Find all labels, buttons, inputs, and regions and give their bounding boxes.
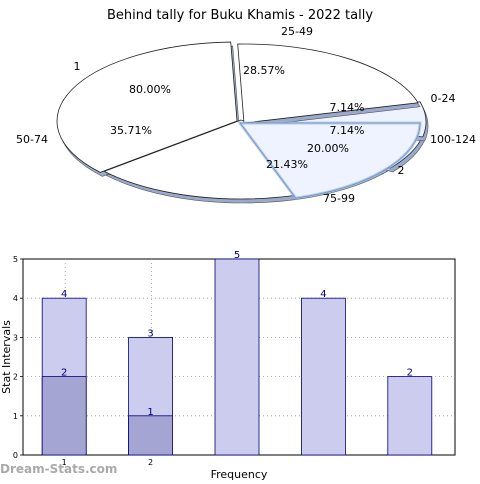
pie-pct-label: 7.14% <box>330 124 365 137</box>
bar-value-label: 2 <box>407 368 413 379</box>
bar-value-label: 5 <box>234 250 240 261</box>
pie-pct-label: 7.14% <box>330 101 365 114</box>
bar <box>387 376 433 456</box>
bar-y-tick-label: 5 <box>13 255 18 264</box>
pie-slice <box>237 43 419 124</box>
bar-y-axis-label: Stat Intervals <box>0 320 13 394</box>
pie-title: Behind tally for Buku Khamis - 2022 tall… <box>107 8 373 23</box>
pie-pct-label: 35.71% <box>110 124 152 137</box>
bar-value-label: 3 <box>147 328 153 339</box>
bar-overlay <box>41 376 87 456</box>
bar-overlay <box>128 415 174 456</box>
pie-inner-slice-edge <box>237 121 422 200</box>
pie-category-label: 25-49 <box>281 25 313 38</box>
pie-ring-label: 1 <box>74 60 81 73</box>
pie-category-label: 50-74 <box>16 133 48 146</box>
bar-y-tick-label: 2 <box>13 373 18 382</box>
bar-y-tick-label: 0 <box>13 451 18 460</box>
bar-x-tick-label: 1 <box>62 458 67 467</box>
pie-pct-label: 80.00% <box>129 83 171 96</box>
bar-value-label: 2 <box>61 368 67 379</box>
bar <box>300 297 346 456</box>
watermark: Dream-Stats.com <box>0 462 118 476</box>
pie-category-label: 100-124 <box>430 133 476 146</box>
bar-y-tick-label: 3 <box>13 333 18 342</box>
pie-slice <box>56 41 238 173</box>
pie-category-label: 75-99 <box>323 192 355 205</box>
bar-value-label: 4 <box>320 289 326 300</box>
bar-value-label: 1 <box>147 407 153 418</box>
pie-ring-label: 2 <box>398 164 405 177</box>
pie-pct-label: 28.57% <box>243 64 285 77</box>
pie-pct-label: 21.43% <box>266 158 308 171</box>
bar-value-label: 4 <box>61 289 67 300</box>
bar-y-tick-label: 1 <box>13 412 18 421</box>
bar-y-tick-label: 4 <box>13 294 18 303</box>
bar-x-tick-label: 2 <box>148 458 153 467</box>
bar-x-axis-label: Frequency <box>211 468 268 480</box>
pie-pct-label: 20.00% <box>307 142 349 155</box>
bar <box>214 258 260 456</box>
pie-category-label: 0-24 <box>431 92 456 105</box>
